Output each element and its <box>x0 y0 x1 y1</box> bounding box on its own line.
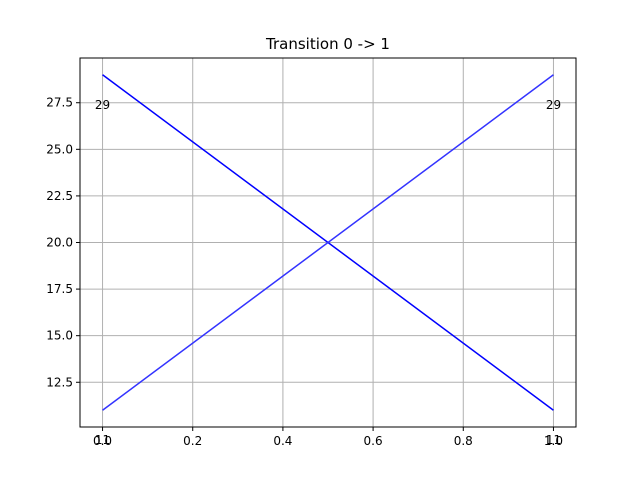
data-label: 11 <box>95 433 110 447</box>
y-tick-label: 12.5 <box>46 375 73 389</box>
chart-title: Transition 0 -> 1 <box>265 35 390 53</box>
x-tick-label: 0.6 <box>364 434 383 448</box>
y-axis: 12.5 15.0 17.5 20.0 22.5 25.0 27.5 <box>46 96 80 389</box>
y-tick-label: 17.5 <box>46 282 73 296</box>
x-tick-label: 0.4 <box>273 434 292 448</box>
x-tick-label: 0.2 <box>183 434 202 448</box>
data-label: 29 <box>95 98 110 112</box>
series-line-2 <box>102 74 554 411</box>
series-group <box>102 74 554 411</box>
x-tick-label: 1.0 <box>544 434 563 448</box>
y-tick-label: 27.5 <box>46 96 73 110</box>
y-tick-label: 25.0 <box>46 142 73 156</box>
x-tick-label: 0.8 <box>454 434 473 448</box>
y-tick-label: 15.0 <box>46 329 73 343</box>
data-label: 11 <box>546 433 561 447</box>
data-labels: 29 29 11 11 <box>95 98 561 447</box>
x-tick-label: 0.0 <box>93 434 112 448</box>
y-tick-label: 22.5 <box>46 189 73 203</box>
grid <box>80 58 576 427</box>
data-label: 29 <box>546 98 561 112</box>
x-axis: 0.0 0.2 0.4 0.6 0.8 1.0 <box>93 427 563 448</box>
y-tick-label: 20.0 <box>46 236 73 250</box>
